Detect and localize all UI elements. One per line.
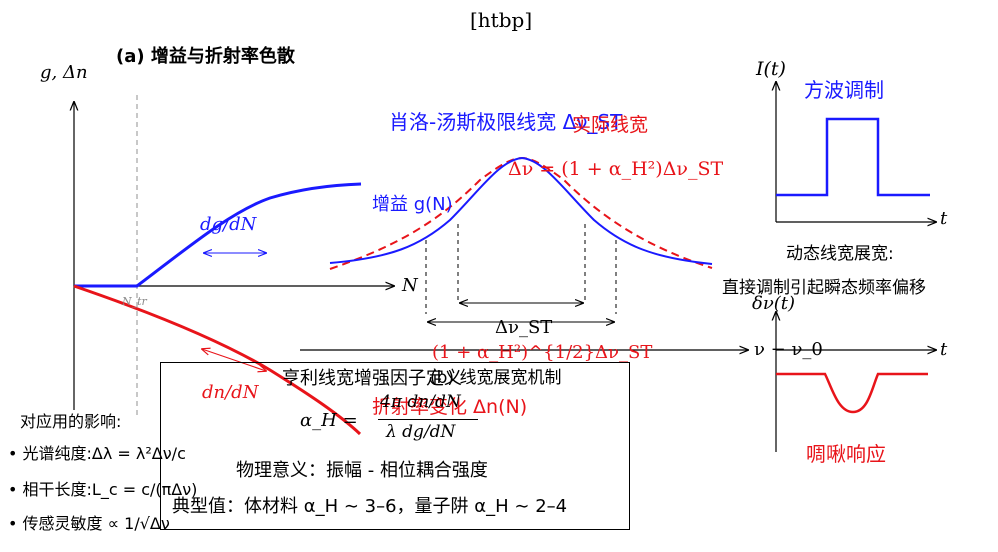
schawlow-townes-label: 肖洛-汤斯极限线宽 Δν_ST	[389, 110, 623, 134]
detuning-axis-label: ν − ν_0	[754, 339, 823, 360]
effect-item: • 传感灵敏度 ∝ 1/√Δν	[8, 514, 170, 533]
time-axis-label-2: t	[940, 339, 948, 360]
placement-spec: [htbp]	[470, 8, 533, 32]
enhanced-width-label: (1 + α_H²)^{1/2}Δν_ST	[432, 342, 653, 363]
index-slope-arrow	[202, 349, 266, 371]
panel-b-title: (b) 线宽展宽机制	[430, 368, 562, 388]
square-wave	[776, 117, 930, 197]
effect-item: • 光谱纯度:Δλ = λ²Δν/c	[8, 444, 186, 463]
index-curve-label: 折射率变化 Δn(N)	[372, 396, 528, 418]
current-axis-label: I(t)	[756, 58, 786, 80]
dynamic-broadening-caption-2: 直接调制引起瞬态频率偏移	[722, 278, 926, 298]
time-axis-label: t	[940, 208, 948, 229]
henry-typical-values: 典型值：体材料 α_H ∼ 3–6，量子阱 α_H ∼ 2–4	[172, 496, 568, 517]
modulation-label: 方波调制	[804, 78, 884, 102]
freq-axis-label: δν(t)	[752, 293, 796, 314]
henry-box-title: 亨利线宽增强因子定义	[282, 368, 462, 389]
henry-formula-bar	[378, 419, 478, 421]
henry-meaning: 物理意义：振幅 - 相位耦合强度	[236, 460, 488, 481]
chirp-curve	[776, 372, 928, 414]
current-axes	[776, 82, 936, 222]
henry-formula-denominator: λ dg/dN	[386, 422, 456, 442]
effects-heading: 对应用的影响:	[20, 412, 122, 431]
panel-a-title: (a) 增益与折射率色散	[116, 46, 295, 67]
chirp-label: 啁啾响应	[806, 442, 886, 466]
chirp-axes	[776, 312, 936, 452]
effect-item-text: 相干长度:L_c = c/(πΔν)	[22, 480, 198, 499]
henry-formula-numerator: 4π dn/dN	[380, 392, 461, 412]
henry-formula-lhs: α_H =	[300, 410, 358, 431]
dynamic-broadening-caption: 动态线宽展宽:	[786, 244, 894, 264]
enhanced-linewidth-formula: Δν = (1 + α_H²)Δν_ST	[508, 158, 724, 180]
st-width-label: Δν_ST	[495, 317, 553, 338]
effect-item-text: 传感灵敏度 ∝ 1/√Δν	[22, 514, 170, 533]
henry-factor-box	[160, 362, 630, 530]
actual-linewidth-label: 实际线宽	[572, 114, 649, 136]
gain-label: 增益 g(N)	[372, 194, 453, 215]
n-axis-label: N	[402, 275, 418, 296]
threshold-label: N_tr	[122, 295, 147, 308]
effect-item: • 相干长度:L_c = c/(πΔν)	[8, 480, 198, 499]
index-slope-label: dn/dN	[202, 382, 259, 403]
effect-item-text: 光谱纯度:Δλ = λ²Δν/c	[22, 444, 186, 463]
st-linewidth-curve	[329, 156, 713, 265]
gain-slope-label: dg/dN	[200, 214, 257, 235]
y-axis-label: g, Δn	[40, 62, 88, 83]
gain-curve	[74, 182, 362, 288]
